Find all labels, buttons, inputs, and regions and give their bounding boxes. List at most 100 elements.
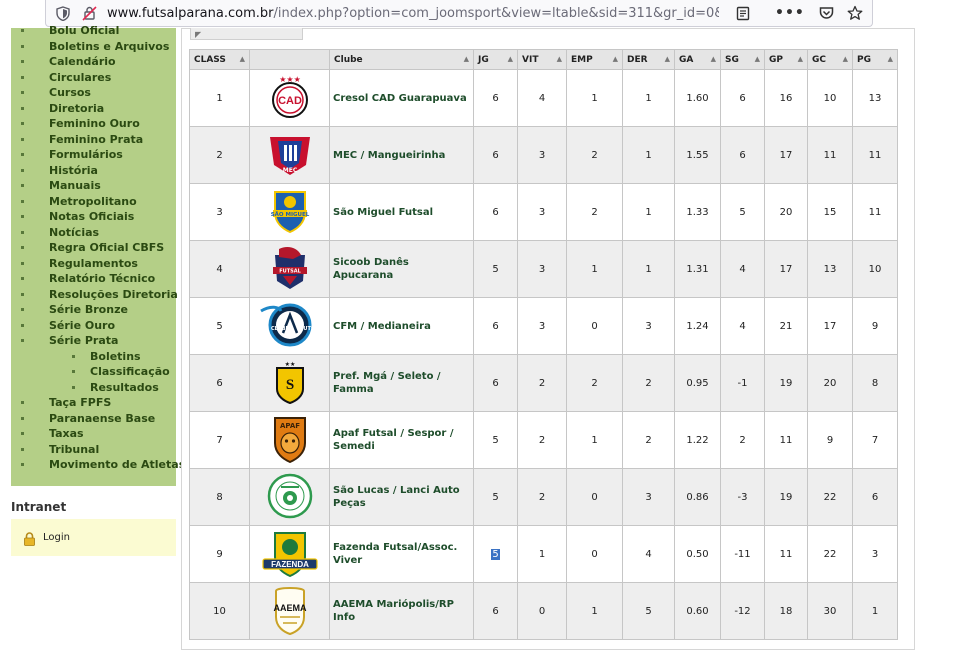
sidebar-item-noticias[interactable]: Notícias bbox=[20, 225, 100, 239]
page-actions-menu-icon[interactable]: ••• bbox=[775, 5, 805, 21]
sidebar-item-formularios[interactable]: Formulários bbox=[21, 148, 123, 161]
sidebar-item-bolu-oficial[interactable]: Bolu Oficial bbox=[20, 24, 120, 37]
club-logo-cell: FUTSAL bbox=[249, 240, 330, 298]
sidebar-item-taxas[interactable]: Taxas bbox=[21, 427, 84, 440]
club-name[interactable]: Cresol CAD Guarapuava bbox=[329, 69, 474, 127]
cell-emp: 2 bbox=[566, 126, 623, 184]
sidebar-item-relatorio-tecnico[interactable]: Relatório Técnico bbox=[20, 272, 156, 285]
sidebar-item-resultados[interactable]: Resultados bbox=[72, 380, 159, 394]
club-name[interactable]: CFM / Medianeira bbox=[329, 297, 474, 355]
sidebar-item-boletins[interactable]: Boletins bbox=[72, 349, 141, 363]
col-header-gc[interactable]: GC ▲ bbox=[807, 49, 853, 70]
sao-lucas-logo[interactable] bbox=[267, 473, 313, 522]
pocket-icon[interactable] bbox=[819, 5, 835, 21]
sidebar-item-serie-ouro[interactable]: Série Ouro bbox=[20, 318, 116, 332]
reader-view-icon[interactable] bbox=[735, 5, 751, 21]
login-link[interactable]: Login bbox=[43, 532, 70, 543]
col-header-vit[interactable]: VIT ▲ bbox=[517, 49, 567, 70]
sidebar-item-serie-bronze[interactable]: Série Bronze bbox=[21, 303, 128, 316]
sidebar-item-regulamentos[interactable]: Regulamentos bbox=[21, 256, 138, 270]
cell-pos: 10 bbox=[189, 582, 250, 640]
sidebar-item-boletins-e-arquivos[interactable]: Boletins e Arquivos bbox=[20, 39, 170, 53]
sidebar-item-metropolitano[interactable]: Metropolitano bbox=[21, 194, 137, 208]
shield-icon[interactable] bbox=[55, 5, 71, 21]
table-row: 9 FAZENDA Fazenda Futsal/Assoc. Viver 5 1 0 4 0… bbox=[189, 525, 898, 583]
club-name[interactable]: Sicoob Danês Apucarana bbox=[329, 240, 474, 298]
cell-gp: 19 bbox=[764, 354, 808, 412]
svg-text:CAD: CAD bbox=[278, 95, 302, 107]
sidebar-item-feminino-ouro[interactable]: Feminino Ouro bbox=[21, 117, 140, 130]
sidebar-item-taca-fpfs[interactable]: Taça FPFS bbox=[20, 396, 112, 409]
sort-arrow-icon[interactable]: ▲ bbox=[556, 55, 562, 63]
sidebar-item-feminino-prata[interactable]: Feminino Prata bbox=[20, 132, 144, 146]
col-header-logo[interactable] bbox=[249, 49, 330, 70]
col-header-gp[interactable]: GP ▲ bbox=[764, 49, 808, 70]
col-header-der[interactable]: DER ▲ bbox=[622, 49, 675, 70]
cell-pg: 9 bbox=[852, 297, 898, 355]
cell-der: 3 bbox=[622, 468, 675, 526]
sort-arrow-icon[interactable]: ▲ bbox=[463, 55, 469, 63]
sort-arrow-icon[interactable]: ▲ bbox=[664, 55, 670, 63]
club-name[interactable]: AAEMA Mariópolis/RP Info bbox=[329, 582, 474, 640]
sidebar-item-resolucoes-diretoria[interactable]: Resoluções Diretoria bbox=[21, 287, 178, 301]
club-name[interactable]: MEC / Mangueirinha bbox=[329, 126, 474, 184]
login-box[interactable]: Login bbox=[11, 519, 176, 556]
club-name[interactable]: Apaf Futsal / Sespor / Semedi bbox=[329, 411, 474, 469]
url-path: /index.php?option=com_joomsport&view=lta… bbox=[273, 5, 719, 21]
sort-arrow-icon[interactable]: ▲ bbox=[887, 55, 893, 63]
cell-jg: 5 bbox=[473, 411, 518, 469]
cell-gc: 9 bbox=[807, 411, 853, 469]
sidebar-item-tribunal[interactable]: Tribunal bbox=[20, 442, 100, 456]
cell-sg: 6 bbox=[720, 126, 765, 184]
sort-arrow-icon[interactable]: ▲ bbox=[842, 55, 848, 63]
club-name[interactable]: Pref. Mgá / Seleto / Famma bbox=[329, 354, 474, 412]
col-header-sg[interactable]: SG ▲ bbox=[720, 49, 765, 70]
sidebar-item-serie-prata[interactable]: Série Prata bbox=[20, 334, 119, 347]
col-header-clube[interactable]: Clube ▲ bbox=[329, 49, 474, 70]
col-header-label: JG bbox=[478, 54, 489, 65]
mec-logo[interactable]: MEC bbox=[266, 131, 314, 180]
col-header-emp[interactable]: EMP ▲ bbox=[566, 49, 623, 70]
svg-text:S: S bbox=[285, 377, 293, 393]
sidebar-item-circulares[interactable]: Circulares bbox=[20, 70, 112, 84]
cell-sg: 4 bbox=[720, 297, 765, 355]
sidebar-item-classificacao[interactable]: Classificação bbox=[72, 365, 170, 378]
sidebar-item-movimento-de-atletas[interactable]: Movimento de Atletas bbox=[20, 458, 186, 471]
sidebar-item-paranaense-base[interactable]: Paranaense Base bbox=[20, 411, 156, 425]
sidebar-item-regra-oficial-cbfs[interactable]: Regra Oficial CBFS bbox=[20, 241, 165, 254]
browser-url-bar[interactable]: www.futsalparana.com.br/index.php?option… bbox=[45, 0, 873, 27]
club-name[interactable]: Fazenda Futsal/Assoc. Viver bbox=[329, 525, 474, 583]
panel-tab[interactable]: ◤ bbox=[190, 28, 303, 40]
apucarana-logo[interactable]: FUTSAL bbox=[267, 245, 313, 294]
fazenda-logo[interactable]: FAZENDA bbox=[261, 529, 319, 580]
insecure-lock-icon[interactable] bbox=[81, 5, 97, 21]
bookmark-star-icon[interactable] bbox=[847, 5, 863, 21]
aaema-logo[interactable]: AAEMA bbox=[272, 585, 308, 638]
sao-miguel-logo[interactable]: SÃO MIGUEL bbox=[269, 188, 311, 237]
maringa-logo[interactable]: ★★ S bbox=[273, 359, 307, 408]
url-text[interactable]: www.futsalparana.com.br/index.php?option… bbox=[107, 6, 719, 21]
sort-arrow-icon[interactable]: ▲ bbox=[507, 55, 513, 63]
col-header-ga[interactable]: GA ▲ bbox=[674, 49, 721, 70]
club-name[interactable]: São Lucas / Lanci Auto Peças bbox=[329, 468, 474, 526]
sidebar-item-manuais[interactable]: Manuais bbox=[21, 179, 101, 192]
sidebar-item-cursos[interactable]: Cursos bbox=[21, 86, 91, 99]
col-header-pg[interactable]: PG ▲ bbox=[852, 49, 898, 70]
apaf-logo[interactable]: APAF bbox=[271, 415, 309, 466]
club-name[interactable]: São Miguel Futsal bbox=[329, 183, 474, 241]
sort-arrow-icon[interactable]: ▲ bbox=[797, 55, 803, 63]
cell-pg: 13 bbox=[852, 69, 898, 127]
sort-arrow-icon[interactable]: ▲ bbox=[754, 55, 760, 63]
sidebar-item-notas-oficiais[interactable]: Notas Oficiais bbox=[20, 210, 135, 223]
col-header-jg[interactable]: JG ▲ bbox=[473, 49, 518, 70]
sort-arrow-icon[interactable]: ▲ bbox=[710, 55, 716, 63]
cfm-logo[interactable]: CLUBE FUTSAL bbox=[257, 303, 323, 350]
sidebar-item-calendario[interactable]: Calendário bbox=[21, 55, 116, 68]
sort-arrow-icon[interactable]: ▲ bbox=[239, 55, 245, 63]
col-header-class[interactable]: CLASS ▲ bbox=[189, 49, 250, 70]
cad-logo[interactable]: ★★★ CAD bbox=[268, 74, 312, 123]
sidebar-item-diretoria[interactable]: Diretoria bbox=[20, 101, 105, 115]
cell-gc: 22 bbox=[807, 525, 853, 583]
sidebar-item-historia[interactable]: História bbox=[21, 163, 98, 177]
sort-arrow-icon[interactable]: ▲ bbox=[612, 55, 618, 63]
